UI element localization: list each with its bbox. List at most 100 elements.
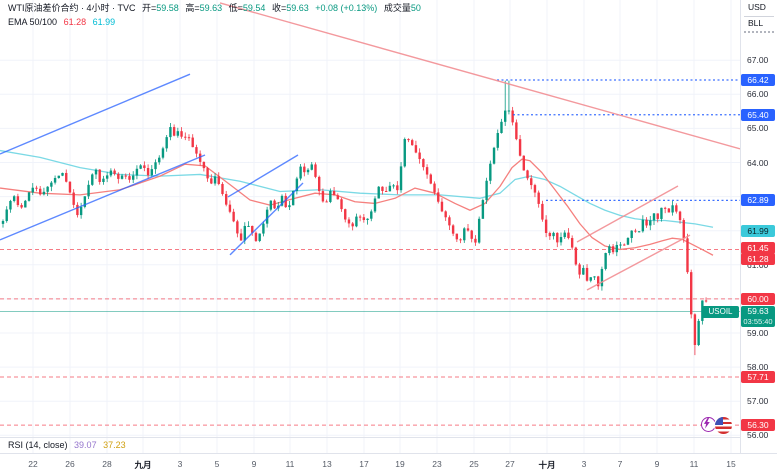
grid-layer — [0, 0, 740, 453]
us-flag-icon[interactable] — [714, 416, 733, 435]
price-scale-label: 59.00 — [747, 328, 769, 338]
candle-body — [697, 320, 700, 346]
blue-price-badge[interactable]: 65.40 — [741, 108, 775, 121]
candle-body — [291, 191, 295, 206]
candle-body — [247, 225, 250, 227]
time-axis-label: 11 — [285, 459, 295, 469]
red-price-badge[interactable]: 61.28 — [741, 253, 775, 265]
red-price-badge[interactable]: 61.45 — [741, 242, 775, 254]
rsi-legend[interactable]: RSI (14, close) 39.07 37.23 — [8, 440, 126, 450]
candle-body — [158, 157, 161, 163]
candle-body — [477, 218, 481, 243]
pane-separator[interactable] — [0, 437, 777, 438]
trendline-channel1-upper[interactable] — [0, 73, 191, 155]
candle-body — [299, 166, 302, 179]
trendline-wedge-lower[interactable] — [586, 234, 691, 291]
trendline-downtrend-line[interactable] — [219, 2, 740, 150]
red-price-badge[interactable]: 60.00 — [741, 292, 775, 305]
candle-body — [117, 173, 120, 179]
blue-price-badge[interactable]: 62.89 — [741, 194, 775, 207]
candle-body — [243, 225, 246, 241]
candle-body — [411, 140, 414, 146]
candle-body — [690, 272, 693, 315]
candlestick-chart-pane[interactable] — [0, 0, 740, 453]
candle-body — [686, 238, 689, 273]
time-axis-label: 3 — [177, 459, 183, 469]
candle-body — [470, 230, 473, 239]
candle-body — [585, 267, 589, 281]
candle-body — [154, 162, 157, 170]
scale-divider — [744, 16, 774, 17]
candle-body — [466, 228, 470, 231]
candle-body — [578, 264, 581, 275]
last-price-value: 59.63 — [747, 306, 769, 316]
candle-body — [98, 169, 101, 182]
candle-body — [340, 199, 343, 210]
volume-label: 成交量 — [383, 3, 411, 13]
candle-body — [65, 172, 68, 182]
candle-body — [251, 225, 254, 233]
time-axis-label: 9 — [654, 459, 660, 469]
time-axis-label: 27 — [505, 459, 515, 469]
candle-body — [265, 209, 269, 224]
candle-body — [485, 180, 488, 201]
trendline-channel2-lower[interactable] — [229, 182, 304, 256]
red-price-badge[interactable]: 56.30 — [741, 419, 775, 432]
low-value: 59.54 — [242, 3, 266, 13]
candle-body — [20, 205, 23, 208]
candle-body — [109, 170, 113, 176]
candle-body — [72, 192, 75, 205]
lightning-glyph — [703, 418, 710, 429]
rsi-ma-value: 37.23 — [103, 440, 126, 450]
ema50-line — [0, 158, 714, 256]
price-scale-label: 67.00 — [747, 55, 769, 66]
candle-body — [50, 182, 53, 187]
time-axis-label: 26 — [65, 459, 75, 469]
blue-price-badge[interactable]: 66.42 — [741, 73, 775, 86]
candle-body — [124, 175, 127, 177]
trendline-wedge-upper[interactable] — [576, 185, 679, 243]
trendline-channel2-upper[interactable] — [227, 154, 299, 198]
candle-body — [35, 187, 38, 189]
contract-unit-label: BLL — [748, 18, 764, 28]
candle-body — [704, 300, 708, 302]
rsi-label: RSI (14, close) — [8, 440, 68, 450]
symbol-legend[interactable]: WTI原油差价合约 · 4小时 · TVC 开=59.58 高=59.63 低=… — [8, 3, 421, 14]
candle-body — [678, 211, 682, 221]
candle-body — [541, 203, 544, 220]
candle-body — [396, 185, 399, 191]
ema50-value: 61.28 — [63, 17, 87, 27]
candle-body — [39, 188, 42, 195]
candle-body — [94, 169, 98, 175]
candle-body — [165, 137, 168, 149]
red-price-badge[interactable]: 57.71 — [741, 370, 775, 383]
candle-body — [202, 161, 206, 169]
ema-legend[interactable]: EMA 50/100 61.28 61.99 — [8, 17, 115, 28]
candle-body — [533, 185, 537, 193]
candle-body — [24, 200, 27, 208]
time-axis-label: 5 — [214, 459, 220, 469]
candle-body — [358, 216, 362, 218]
candle-body — [515, 122, 518, 140]
time-axis[interactable]: 22 26 28 九月 3 5 9 11 13 17 19 23 25 27 十月 3 7 9 11 15 — [0, 453, 777, 472]
last-price-badge[interactable]: 59.63 03:55:40 — [741, 306, 775, 327]
candle-body — [232, 211, 235, 222]
candle-body — [667, 208, 671, 213]
time-axis-label: 13 — [322, 459, 332, 469]
time-axis-label: 23 — [432, 459, 442, 469]
symbol-price-tag[interactable]: USOIL — [702, 306, 739, 318]
candle-body — [120, 175, 124, 179]
candle-body — [548, 232, 552, 237]
candle-body — [492, 147, 496, 164]
candle-body — [693, 314, 697, 346]
candle-body — [57, 175, 60, 178]
high-value: 59.63 — [199, 3, 223, 13]
candle-body — [656, 213, 659, 219]
candle-body — [139, 165, 142, 169]
candle-body — [399, 166, 403, 191]
trendline-channel1-lower[interactable] — [0, 154, 206, 241]
candle-body — [239, 233, 243, 241]
cyan-price-badge[interactable]: 61.99 — [741, 225, 775, 238]
candle-body — [16, 196, 20, 206]
candle-body — [46, 186, 49, 192]
